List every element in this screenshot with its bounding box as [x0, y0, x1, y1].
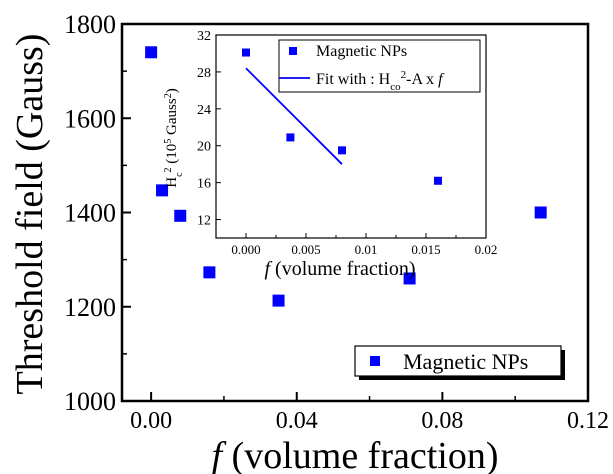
inset-data-point [338, 146, 346, 155]
inset-fit-legend-sub: co [390, 81, 401, 93]
inset-y-label-power: 5 [163, 139, 174, 144]
main-y-tick-label: 1800 [64, 10, 116, 39]
main-legend-marker [370, 356, 380, 366]
inset-y-tick-label: 16 [197, 177, 211, 192]
main-x-tick-label: 0.12 [567, 408, 609, 434]
inset-x-tick-label: 0.005 [291, 242, 320, 257]
inset-x-axis-label: f (volume fraction) [264, 258, 415, 280]
main-x-axis-label: f (volume fraction) [211, 435, 498, 474]
inset-x-tick-label: 0.000 [231, 242, 260, 257]
inset-data-point [434, 176, 442, 185]
inset-x-tick-label: 0.02 [475, 242, 498, 257]
inset-fit-legend-suffix: -A x [406, 71, 438, 88]
main-point-layer [145, 46, 547, 307]
main-data-point [156, 184, 169, 197]
inset-y-label-gauss-power: 2 [163, 93, 174, 98]
inset-y-axis-label: Hc2 (105 Gauss2) [163, 88, 185, 187]
inset-data-point [286, 133, 295, 142]
inset-x-axis-label-text: (volume fraction) [270, 258, 416, 280]
inset-chart: 0.000 0.005 0.01 0.015 0.02 12 16 20 24 28 32 Hc2 … [163, 29, 498, 280]
inset-x-tick-label: 0.01 [355, 242, 378, 257]
inset-y-label-sup: 2 [163, 167, 174, 172]
inset-fit-layer [245, 67, 343, 165]
inset-point-layer [242, 48, 442, 185]
inset-legend-box [278, 39, 481, 93]
main-y-axis-label: Threshold field (Gauss) [9, 34, 51, 395]
inset-fit-legend-label: Fit with : Hco2-A x f [316, 69, 445, 93]
main-legend-label: Magnetic NPs [403, 349, 528, 374]
inset-tick-layer [216, 34, 487, 238]
main-x-tick-label: 0.00 [130, 408, 172, 434]
inset-tick-label-layer: 0.000 0.005 0.01 0.015 0.02 12 16 20 24 28 32 [197, 29, 497, 257]
inset-y-tick-label: 12 [197, 214, 211, 229]
main-data-point [403, 272, 416, 285]
main-data-point [145, 46, 158, 59]
inset-legend-marker [289, 47, 297, 55]
inset-legend-label: Magnetic NPs [316, 43, 407, 60]
main-legend: Magnetic NPs [354, 345, 565, 380]
inset-x-axis-label-italic: f [264, 258, 272, 280]
inset-fit-legend-prefix: Fit with : H [316, 71, 391, 88]
main-y-tick-label: 1400 [64, 199, 116, 228]
main-legend-box [354, 345, 562, 377]
inset-data-point [242, 48, 250, 57]
main-y-tick-label: 1000 [64, 387, 116, 416]
inset-y-tick-label: 28 [197, 66, 211, 81]
main-y-tick-label: 1200 [64, 293, 116, 322]
main-data-point [272, 294, 285, 307]
main-tick-layer [122, 23, 589, 402]
main-data-point [174, 209, 187, 222]
main-tick-label-layer: 0.00 0.04 0.08 0.12 1000 1200 1400 1600 1800 [64, 10, 609, 434]
inset-y-label-sub: c [174, 172, 185, 177]
inset-fit-line [245, 67, 343, 165]
inset-x-tick-label: 0.015 [411, 242, 440, 257]
main-y-tick-label: 1600 [64, 104, 116, 133]
inset-y-tick-label: 24 [197, 103, 211, 118]
inset-y-tick-label: 32 [197, 29, 211, 44]
main-x-tick-label: 0.04 [276, 408, 318, 434]
inset-y-tick-label: 20 [197, 140, 211, 155]
main-x-axis-label-text: (volume fraction) [222, 435, 498, 474]
inset-legend: Magnetic NPs Fit with : Hco2-A x f [278, 39, 481, 93]
main-x-tick-label: 0.08 [421, 408, 463, 434]
inset-fit-legend-italic: f [438, 71, 445, 88]
main-data-point [203, 266, 216, 279]
inset-fit-legend-sup: 2 [401, 69, 407, 81]
main-data-point [534, 206, 547, 219]
